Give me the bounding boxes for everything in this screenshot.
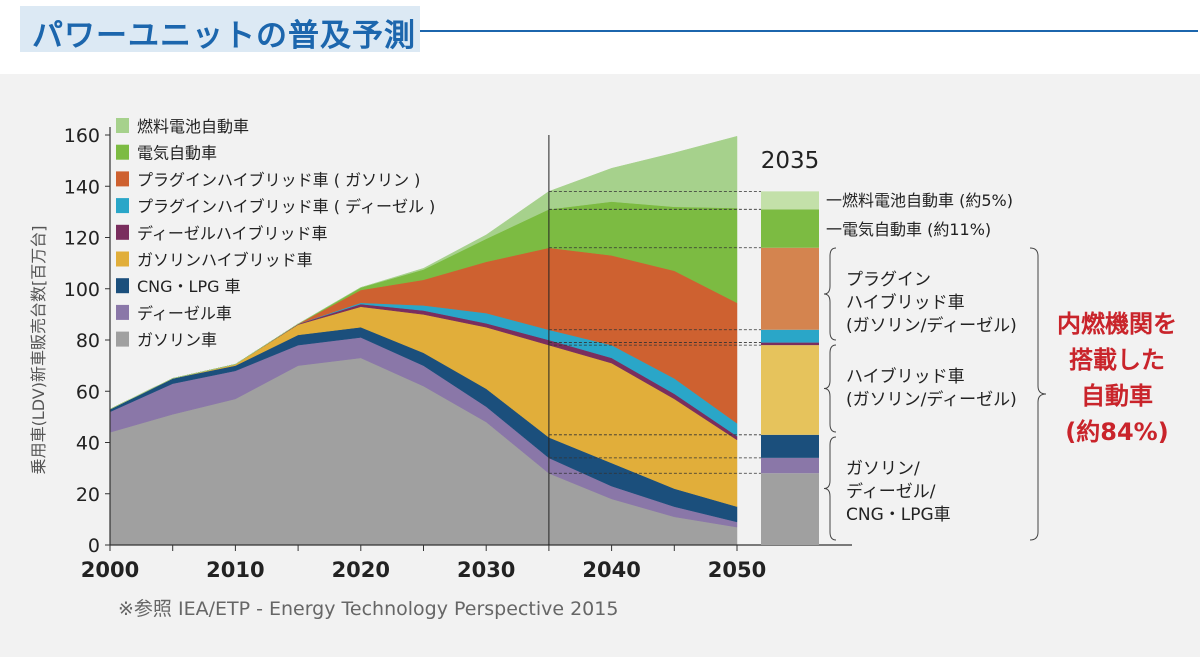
bar-segment-2 (761, 434, 819, 458)
annot-summary-line-3: (約84%) (1065, 418, 1168, 446)
y-tick-label-140: 140 (64, 176, 100, 198)
x-tick-label-2010: 2010 (206, 558, 264, 582)
annot-ice-line-2: CNG・LPG車 (846, 505, 951, 525)
y-tick-label-100: 100 (64, 279, 100, 301)
bar-year-label: 2035 (761, 148, 820, 174)
annot-phev-line-1: ハイブリッド車 (846, 292, 965, 313)
brace-hv (823, 344, 837, 433)
y-axis-title: 乗用車(LDV)新車販売台数[百万台] (29, 226, 48, 475)
annot-ev: 一電気自動車 (約11%) (826, 220, 991, 239)
bar-segment-0 (761, 473, 819, 545)
bar-2035: 2035 (761, 148, 820, 545)
annot-fcv: 一燃料電池自動車 (約5%) (826, 191, 1013, 210)
guide-lines (548, 190, 761, 474)
legend-swatch-8 (116, 331, 129, 347)
bar-segment-7 (761, 209, 819, 248)
annot-summary-line-1: 搭載した (1069, 346, 1165, 374)
annot-summary-line-2: 自動車 (1081, 382, 1153, 410)
annot-hv-line-1: (ガソリン/ディーゼル) (846, 389, 1017, 410)
legend-swatch-3 (116, 198, 129, 214)
y-tick-label-0: 0 (88, 535, 100, 557)
legend-label-8: ガソリン車 (137, 331, 217, 350)
legend-swatch-2 (116, 171, 129, 187)
annot-phev-line-0: プラグイン (846, 270, 931, 290)
legend-label-0: 燃料電池自動車 (137, 117, 249, 136)
stacked-areas (109, 135, 738, 546)
page-title: パワーユニットの普及予測 (32, 18, 416, 54)
legend-swatch-5 (116, 251, 129, 267)
legend-label-3: プラグインハイブリッド車 ( ディーゼル ) (137, 197, 435, 216)
bar-segment-1 (761, 457, 819, 474)
y-axis-title-group: 乗用車(LDV)新車販売台数[百万台] (29, 226, 48, 475)
annot-hv-line-0: ハイブリッド車 (846, 366, 965, 387)
bar-segment-3 (761, 345, 819, 435)
x-tick-label-2000: 2000 (81, 558, 139, 582)
legend-label-7: ディーゼル車 (137, 304, 232, 323)
legend-swatch-0 (116, 118, 129, 133)
annot-ice-line-1: ディーゼル/ (846, 481, 936, 502)
y-tick-label-60: 60 (76, 381, 100, 403)
y-tick-label-120: 120 (64, 228, 100, 250)
legend-label-5: ガソリンハイブリッド車 (137, 251, 313, 270)
annot-summary-line-0: 内燃機関を (1057, 310, 1177, 338)
brace-total (1029, 247, 1047, 541)
area-series-8 (109, 135, 738, 410)
annot-ice-line-0: ガソリン/ (846, 459, 920, 479)
bar-segment-4 (761, 342, 819, 346)
title-background (20, 6, 420, 52)
title-banner: パワーユニットの普及予測 (0, 0, 1200, 62)
legend-swatch-6 (116, 278, 129, 294)
annot-phev-line-2: (ガソリン/ディーゼル) (846, 315, 1017, 336)
bar-segment-6 (761, 247, 819, 330)
legend-label-2: プラグインハイブリッド車 ( ガソリン ) (137, 170, 420, 189)
legend-swatch-7 (116, 304, 129, 320)
y-tick-label-160: 160 (64, 125, 100, 147)
x-tick-label-2020: 2020 (332, 558, 390, 582)
brace-phev (823, 247, 837, 341)
legend-swatch-4 (116, 224, 129, 240)
legend-label-1: 電気自動車 (137, 144, 217, 163)
legend-label-6: CNG・LPG 車 (137, 277, 241, 296)
legend-swatch-1 (116, 144, 129, 160)
legend-label-4: ディーゼルハイブリッド車 (137, 224, 328, 243)
y-tick-label-20: 20 (76, 484, 100, 506)
annotations: 一燃料電池自動車 (約5%)一電気自動車 (約11%)プラグインハイブリッド車(… (823, 191, 1177, 541)
x-tick-label-2040: 2040 (582, 558, 640, 582)
bar-segment-8 (761, 191, 819, 210)
bar-segment-5 (761, 329, 819, 343)
x-tick-label-2050: 2050 (708, 558, 766, 582)
source-note: ※参照 IEA/ETP - Energy Technology Perspect… (118, 598, 619, 620)
x-tick-label-2030: 2030 (457, 558, 515, 582)
brace-ice (823, 436, 837, 541)
y-tick-label-80: 80 (76, 330, 100, 352)
title-rule (420, 30, 1198, 32)
y-tick-label-40: 40 (76, 433, 100, 455)
